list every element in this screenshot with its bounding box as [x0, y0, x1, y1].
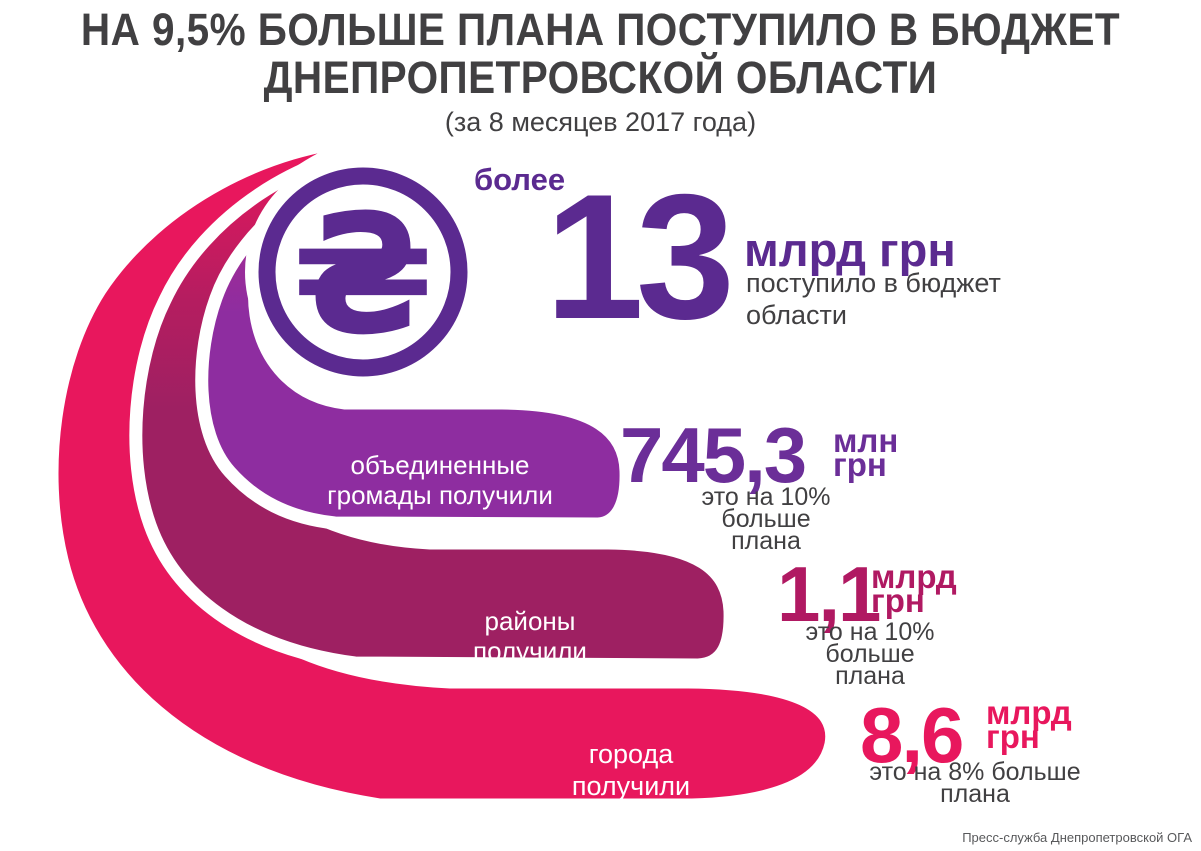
hero-description-line1: поступило в бюджет: [746, 268, 1001, 298]
districts-note-line1: это на 10% больше: [805, 618, 935, 668]
gromadas-band-label: объединенные громады получили: [325, 450, 555, 511]
gromadas-unit-line2: грн: [833, 446, 887, 484]
gromadas-band-label-line2: громады получили: [327, 480, 553, 511]
cities-note: это на 8% больше плана: [869, 758, 1081, 808]
districts-band-label: районы получили: [473, 606, 587, 667]
header: НА 9,5% БОЛЬШЕ ПЛАНА ПОСТУПИЛО В БЮДЖЕТ …: [0, 4, 1201, 138]
cities-note-line2: плана: [940, 780, 1010, 808]
hero-total-value: 13: [545, 157, 735, 356]
page-title-line2: ДНЕПРОПЕТРОВСКОЙ ОБЛАСТИ: [263, 52, 938, 104]
coin-ring: [258, 167, 468, 377]
press-service-credit: Пресс-служба Днепропетровской ОГА: [962, 830, 1192, 845]
cities-unit-line1: млрд: [986, 694, 1072, 731]
districts-unit: млрд грн: [871, 558, 957, 620]
gromadas-unit-line1: млн: [833, 422, 899, 459]
cities-value: 8,6: [860, 691, 964, 779]
hryvnia-icon: ₴: [292, 179, 434, 371]
cities-unit-line2: грн: [986, 718, 1040, 756]
gromadas-band-label-line1: объединенные: [350, 450, 530, 480]
page-title-line1: НА 9,5% БОЛЬШЕ ПЛАНА ПОСТУПИЛО В БЮДЖЕТ: [80, 4, 1121, 55]
gromadas-unit: млн грн: [833, 422, 899, 484]
hero-description: поступило в бюджет области: [746, 268, 1001, 332]
hero-description-line2: области: [746, 299, 847, 330]
districts-unit-line1: млрд: [871, 558, 957, 595]
districts-unit-line2: грн: [871, 582, 925, 620]
districts-note: это на 10% больше плана: [764, 618, 976, 690]
gromadas-note-line2: плана: [731, 527, 801, 555]
hero-total-unit: млрд грн: [744, 223, 956, 276]
page-subtitle: (за 8 месяцев 2017 года): [444, 107, 757, 138]
hero-prefix: более: [474, 162, 566, 197]
gromadas-note: это на 10% больше плана: [660, 483, 872, 555]
cities-unit: млрд грн: [986, 694, 1072, 756]
gromadas-note-line1: это на 10% больше: [701, 483, 831, 533]
gromadas-value: 745,3: [620, 411, 807, 499]
districts-value: 1,1: [777, 550, 881, 638]
cities-band-label: города получили: [571, 739, 691, 801]
districts-note-line2: плана: [835, 662, 905, 690]
cities-note-line1: это на 8% больше: [869, 758, 1081, 786]
